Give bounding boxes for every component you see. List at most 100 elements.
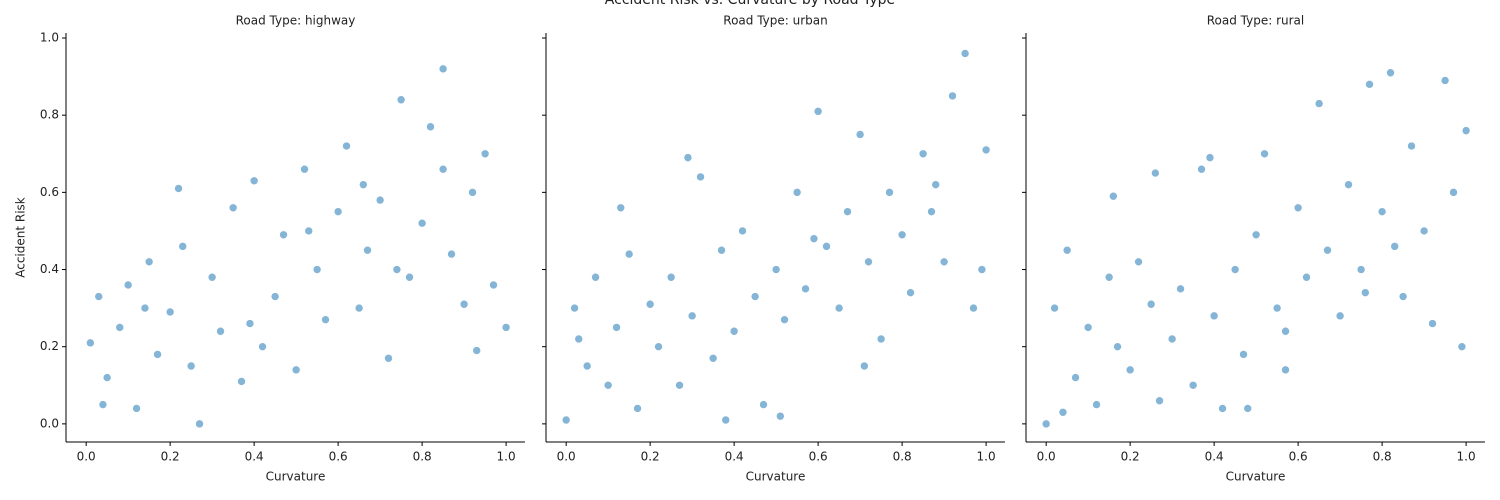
point <box>708 353 718 363</box>
x-tick-label: 0.0 <box>557 450 576 464</box>
point <box>960 49 970 58</box>
point <box>1377 207 1387 216</box>
panel-title: Road Type: highway <box>236 14 356 28</box>
point <box>927 207 936 216</box>
point <box>354 303 364 313</box>
y-tick-label: 0.0 <box>40 416 59 430</box>
point <box>1218 404 1227 413</box>
point <box>591 272 600 282</box>
point <box>1323 245 1332 255</box>
point <box>1058 407 1068 417</box>
point <box>249 176 259 186</box>
point <box>809 234 819 243</box>
point <box>405 272 414 282</box>
point <box>501 323 511 332</box>
point <box>948 91 957 101</box>
point <box>603 380 613 390</box>
point <box>384 353 393 363</box>
point <box>304 226 314 236</box>
point <box>178 242 188 251</box>
point <box>1167 334 1177 344</box>
point <box>1230 265 1240 274</box>
point <box>1146 299 1156 309</box>
point <box>616 203 626 213</box>
point <box>1365 80 1374 89</box>
point <box>1083 323 1093 332</box>
point <box>375 195 385 205</box>
point <box>1428 319 1437 328</box>
point <box>1125 365 1135 375</box>
point <box>98 400 108 409</box>
point <box>721 415 731 425</box>
point <box>1281 365 1290 375</box>
panel-title: Road Type: rural <box>1207 14 1305 28</box>
x-tick-label: 0.0 <box>1037 450 1056 464</box>
x-tick-label: 1.0 <box>977 450 996 464</box>
x-axis-label: Curvature <box>266 470 326 484</box>
point <box>321 315 330 324</box>
point <box>1419 226 1429 236</box>
point <box>165 307 175 317</box>
point <box>333 207 343 216</box>
point <box>1461 126 1471 135</box>
x-tick-label: 1.0 <box>497 450 516 464</box>
point <box>228 203 238 213</box>
point <box>86 338 95 348</box>
y-axis-label: Accident Risk <box>14 197 28 278</box>
point <box>666 272 676 282</box>
point <box>1457 342 1467 351</box>
point <box>1062 245 1072 255</box>
point <box>1344 180 1353 189</box>
point <box>687 311 697 321</box>
point <box>855 130 865 139</box>
point <box>582 361 592 371</box>
point <box>426 122 435 132</box>
y-tick-label: 0.2 <box>40 339 59 353</box>
point <box>1197 164 1206 174</box>
point <box>776 411 785 421</box>
point <box>115 323 125 332</box>
point <box>237 377 246 386</box>
point <box>1386 68 1395 78</box>
point <box>612 323 621 332</box>
point <box>1407 141 1416 151</box>
point <box>931 180 941 189</box>
point <box>1440 76 1450 85</box>
point <box>258 342 267 351</box>
y-tick-label: 0.4 <box>40 262 59 276</box>
point <box>939 257 949 267</box>
point <box>696 172 705 182</box>
point <box>1239 350 1248 359</box>
point <box>654 342 663 351</box>
point <box>977 265 987 274</box>
point <box>633 404 642 413</box>
point <box>906 288 915 297</box>
point <box>359 180 368 189</box>
point <box>468 188 477 197</box>
point <box>1243 404 1253 413</box>
point <box>195 419 204 429</box>
point <box>801 284 810 294</box>
point <box>1134 257 1143 267</box>
point <box>645 299 655 309</box>
point <box>270 292 280 301</box>
point <box>813 107 823 116</box>
point <box>438 64 448 74</box>
point <box>574 334 584 344</box>
point <box>1151 168 1160 178</box>
point <box>729 326 739 336</box>
y-tick-label: 0.6 <box>40 185 59 199</box>
point <box>1041 419 1051 429</box>
point <box>396 95 406 105</box>
point <box>1356 265 1366 274</box>
figure-title: Accident Risk vs. Curvature by Road Type <box>605 0 895 8</box>
point <box>1302 272 1311 282</box>
point <box>864 257 873 267</box>
x-tick-label: 0.8 <box>1373 450 1392 464</box>
point <box>279 230 288 240</box>
panel-title: Road Type: urban <box>723 14 827 28</box>
point <box>843 207 852 216</box>
x-tick-label: 0.4 <box>1205 450 1224 464</box>
point <box>792 188 802 197</box>
